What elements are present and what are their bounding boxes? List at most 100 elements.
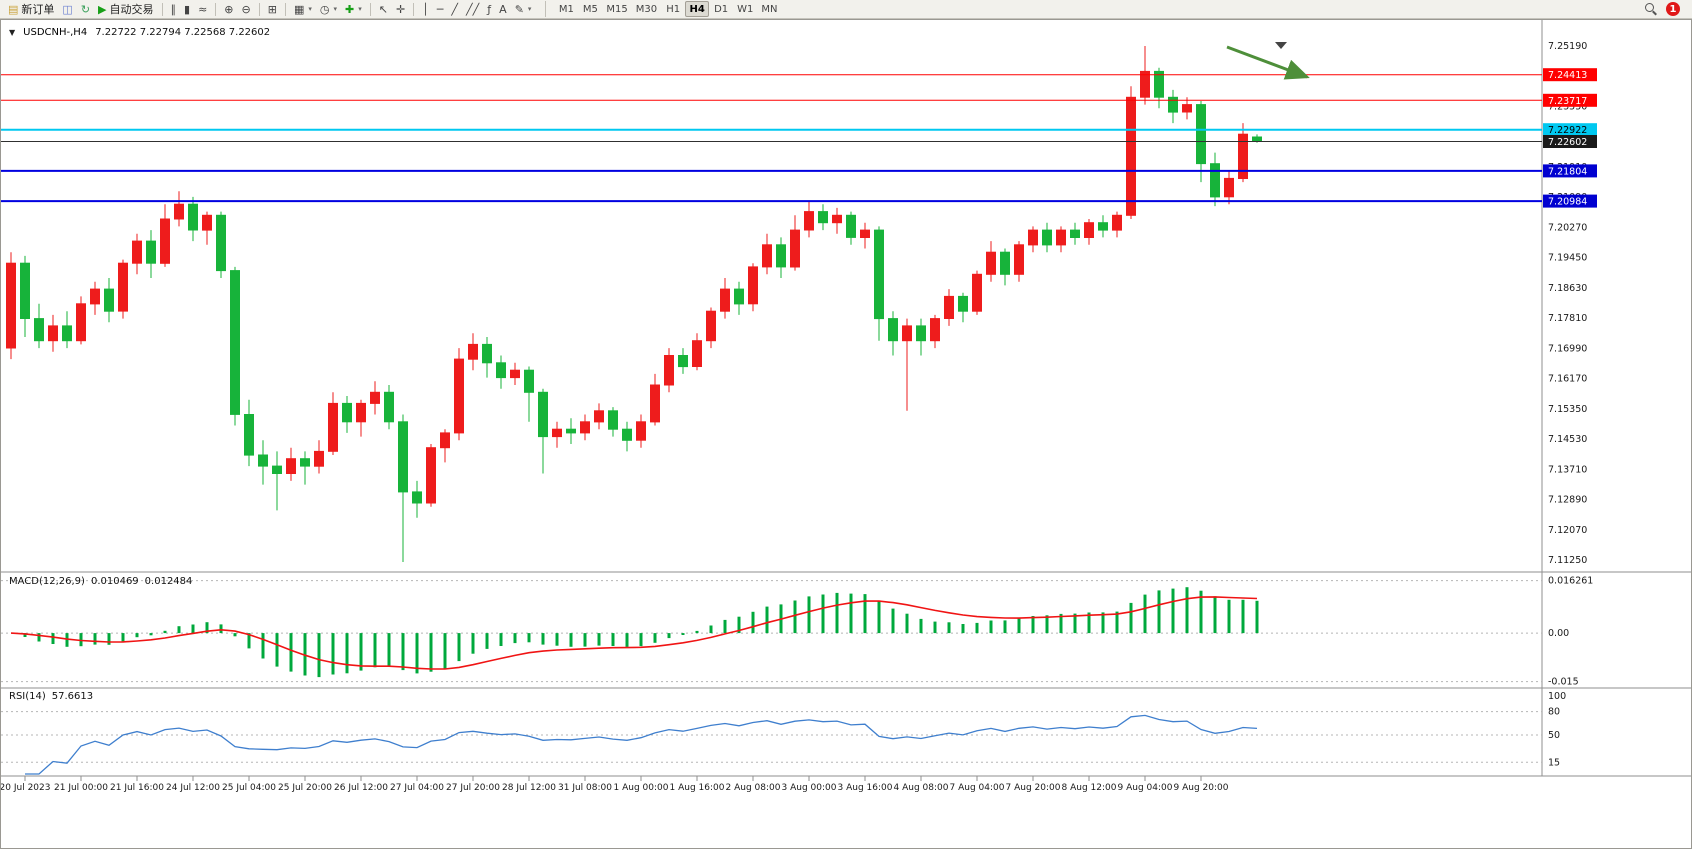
svg-text:7.21804: 7.21804 <box>1548 166 1587 177</box>
fibonacci-tool-button[interactable]: ƒ <box>483 1 495 18</box>
macd-axis: 0.016261 0.00 -0.015 <box>1 576 1593 688</box>
price-axis-label: 7.25190 <box>1548 41 1587 52</box>
candle <box>174 191 184 227</box>
notification-badge[interactable]: 1 <box>1666 2 1680 16</box>
price-axis-label: 7.15350 <box>1548 404 1587 415</box>
zoom-in-button[interactable]: ⊕ <box>220 1 237 18</box>
candle <box>510 362 520 385</box>
price-axis-label: 7.23550 <box>1548 101 1587 112</box>
tile-windows-button[interactable]: ⊞ <box>264 1 281 18</box>
arrows-tool-icon: ✎ <box>514 2 524 16</box>
crosshair-tool-button[interactable]: ✛ <box>392 1 409 18</box>
line-chart-mode-button[interactable]: ≈ <box>194 1 211 18</box>
candle <box>34 303 44 349</box>
chevron-down-icon: ▾ <box>333 5 337 13</box>
trendline-tool-button[interactable]: ╱ <box>447 1 462 18</box>
chevron-down-icon: ▾ <box>308 5 312 13</box>
vertical-line-tool-button[interactable]: │ <box>418 1 433 18</box>
timeframe-m30-button[interactable]: M30 <box>632 1 661 17</box>
annotation-arrow[interactable] <box>1226 45 1310 80</box>
candle <box>482 337 492 378</box>
toolbar-button-groups: ▤ 新订单 ◫ ↻ ▶ 自动交易 ∥ ▮ ≈ ⊕ ⊖ ⊞ ▦ ▾ ◷ ▾ ✚ ▾ ↖ ✛ │ ─ ╱ ╱╱ ƒ A ✎ ▾ <box>4 1 535 18</box>
candle <box>790 215 800 271</box>
rsi-line <box>25 714 1258 775</box>
timeframe-w1-button[interactable]: W1 <box>733 1 757 17</box>
channel-tool-button[interactable]: ╱╱ <box>462 1 483 18</box>
timeframe-d1-button[interactable]: D1 <box>709 1 733 17</box>
timeframe-h1-button[interactable]: H1 <box>661 1 685 17</box>
time-axis-label: 7 Aug 20:00 <box>1006 783 1061 793</box>
candle <box>286 447 296 481</box>
candle <box>48 314 58 352</box>
time-axis-label: 9 Aug 20:00 <box>1174 783 1229 793</box>
add-indicator-button[interactable]: ✚ ▾ <box>341 1 366 18</box>
price-axis-label: 7.20270 <box>1548 222 1587 233</box>
chart-canvas[interactable]: 7.251907.243707.235507.227307.219107.210… <box>1 20 1691 848</box>
candle <box>692 333 702 371</box>
timeframe-h4-button[interactable]: H4 <box>685 1 710 17</box>
search-icon[interactable] <box>1645 2 1658 16</box>
refresh-button[interactable]: ↻ <box>77 1 94 18</box>
chart-profiles-button[interactable]: ◫ <box>58 1 76 18</box>
time-axis-label: 3 Aug 00:00 <box>782 783 837 793</box>
candle <box>1140 46 1150 105</box>
horizontal-line-tool-button[interactable]: ─ <box>433 1 448 18</box>
chevron-down-icon: ▾ <box>527 5 532 13</box>
price-axis: 7.251907.243707.235507.227307.219107.210… <box>1548 41 1587 566</box>
price-axis-label: 7.12070 <box>1548 525 1587 536</box>
timeframe-mn-button[interactable]: MN <box>757 1 781 17</box>
chart-window[interactable]: 7.251907.243707.235507.227307.219107.210… <box>0 19 1692 849</box>
time-axis-label: 21 Jul 00:00 <box>54 783 108 793</box>
timeframe-m1-button[interactable]: M1 <box>554 1 578 17</box>
candle <box>272 451 282 511</box>
candle <box>678 348 688 374</box>
macd-axis-label: 0.016261 <box>1548 576 1593 587</box>
candle <box>426 444 436 507</box>
arrows-tool-button[interactable]: ✎ ▾ <box>511 1 536 18</box>
candle <box>314 440 324 474</box>
vertical-line-tool-icon: │ <box>422 2 429 16</box>
candle <box>1028 226 1038 253</box>
candle <box>762 233 772 275</box>
timeframe-m5-button[interactable]: M5 <box>578 1 602 17</box>
candle <box>1112 211 1122 238</box>
price-badge: 7.20984 <box>1543 194 1597 208</box>
templates-icon: ▦ <box>293 2 305 16</box>
candle <box>1070 222 1080 245</box>
candle <box>146 230 156 278</box>
channel-tool-icon: ╱╱ <box>466 2 480 16</box>
timeframe-m15-button[interactable]: M15 <box>602 1 631 17</box>
candle <box>6 252 16 360</box>
svg-text:7.24413: 7.24413 <box>1548 70 1587 81</box>
candle <box>650 373 660 426</box>
one-click-trading-arrow[interactable]: ▼ <box>9 28 16 37</box>
bar-chart-mode-button[interactable]: ∥ <box>167 1 181 18</box>
candle <box>622 421 632 452</box>
candles-layer <box>6 46 1262 562</box>
main-toolbar: ▤ 新订单 ◫ ↻ ▶ 自动交易 ∥ ▮ ≈ ⊕ ⊖ ⊞ ▦ ▾ ◷ ▾ ✚ ▾ ↖ ✛ │ ─ ╱ ╱╱ ƒ A ✎ ▾ M1 M5 M… <box>0 0 1692 19</box>
text-tool-button[interactable]: A <box>495 1 511 18</box>
time-axis-label: 25 Jul 20:00 <box>278 783 332 793</box>
candle <box>454 348 464 441</box>
candle <box>160 204 170 267</box>
macd-histogram <box>23 587 1259 678</box>
templates-button[interactable]: ▦ ▾ <box>290 1 316 18</box>
zoom-out-button[interactable]: ⊖ <box>238 1 255 18</box>
candle <box>1126 86 1136 219</box>
auto-trading-button[interactable]: ▶ 自动交易 <box>94 1 157 18</box>
candle <box>706 307 716 349</box>
chart-title: ▼ USDCNH-,H4 7.22722 7.22794 7.22568 7.2… <box>9 27 270 38</box>
candle <box>244 399 254 467</box>
candle <box>496 355 506 389</box>
cursor-tool-button[interactable]: ↖ <box>375 1 392 18</box>
new-order-button[interactable]: ▤ 新订单 <box>4 1 58 18</box>
candle <box>216 211 226 278</box>
candle <box>1154 67 1164 109</box>
chart-shift-marker[interactable] <box>1275 42 1287 49</box>
candle <box>944 289 954 326</box>
zoom-in-icon: ⊕ <box>224 2 234 16</box>
auto-trading-icon: ▶ <box>98 2 107 16</box>
candle <box>90 281 100 315</box>
candlestick-chart-mode-button[interactable]: ▮ <box>180 1 194 18</box>
period-menu-button[interactable]: ◷ ▾ <box>316 1 341 18</box>
